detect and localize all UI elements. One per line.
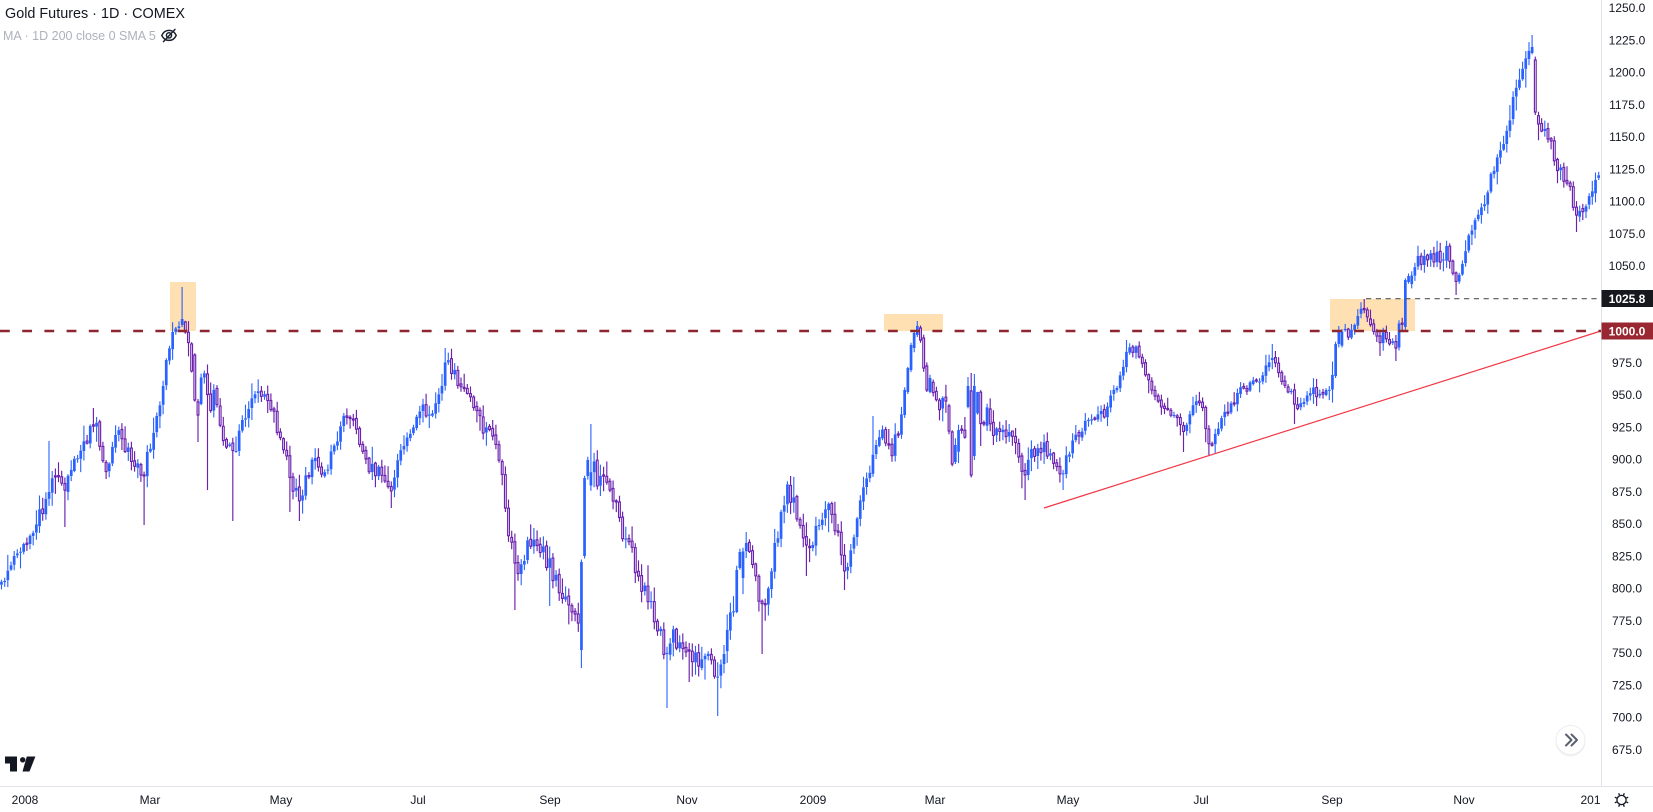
svg-text:May: May bbox=[270, 793, 293, 807]
svg-text:Nov: Nov bbox=[676, 793, 697, 807]
svg-text:MA · 1D 200 close 0 SMA 5: MA · 1D 200 close 0 SMA 5 bbox=[3, 29, 156, 43]
svg-text:2008: 2008 bbox=[12, 793, 39, 807]
svg-text:825.0: 825.0 bbox=[1612, 550, 1642, 564]
svg-text:Jul: Jul bbox=[1193, 793, 1208, 807]
svg-text:201: 201 bbox=[1581, 793, 1601, 807]
svg-text:1175.0: 1175.0 bbox=[1609, 98, 1645, 112]
svg-text:950.0: 950.0 bbox=[1612, 388, 1642, 402]
svg-text:Mar: Mar bbox=[140, 793, 161, 807]
svg-text:May: May bbox=[1057, 793, 1080, 807]
svg-text:850.0: 850.0 bbox=[1612, 517, 1642, 531]
svg-text:1050.0: 1050.0 bbox=[1609, 259, 1646, 273]
svg-text:675.0: 675.0 bbox=[1612, 743, 1642, 757]
svg-text:725.0: 725.0 bbox=[1612, 679, 1642, 693]
svg-text:Sep: Sep bbox=[1321, 793, 1343, 807]
svg-text:975.0: 975.0 bbox=[1612, 356, 1642, 370]
svg-text:1000.0: 1000.0 bbox=[1609, 325, 1646, 339]
svg-text:800.0: 800.0 bbox=[1612, 582, 1642, 596]
svg-text:1025.8: 1025.8 bbox=[1609, 292, 1646, 306]
svg-text:Jul: Jul bbox=[410, 793, 425, 807]
svg-text:Sep: Sep bbox=[539, 793, 561, 807]
svg-text:1125.0: 1125.0 bbox=[1609, 162, 1645, 176]
svg-text:1200.0: 1200.0 bbox=[1609, 66, 1646, 80]
svg-text:1250.0: 1250.0 bbox=[1609, 1, 1646, 15]
svg-text:750.0: 750.0 bbox=[1612, 646, 1642, 660]
svg-text:1075.0: 1075.0 bbox=[1609, 227, 1646, 241]
svg-text:700.0: 700.0 bbox=[1612, 711, 1642, 725]
svg-text:1100.0: 1100.0 bbox=[1609, 195, 1645, 209]
svg-text:Gold Futures · 1D · COMEX: Gold Futures · 1D · COMEX bbox=[5, 6, 185, 22]
svg-text:1150.0: 1150.0 bbox=[1609, 130, 1645, 144]
svg-text:775.0: 775.0 bbox=[1612, 614, 1642, 628]
svg-text:925.0: 925.0 bbox=[1612, 420, 1642, 434]
svg-text:875.0: 875.0 bbox=[1612, 485, 1642, 499]
svg-text:2009: 2009 bbox=[800, 793, 827, 807]
svg-text:Mar: Mar bbox=[925, 793, 946, 807]
svg-text:Nov: Nov bbox=[1453, 793, 1474, 807]
svg-text:1225.0: 1225.0 bbox=[1609, 34, 1646, 48]
svg-text:900.0: 900.0 bbox=[1612, 453, 1642, 467]
